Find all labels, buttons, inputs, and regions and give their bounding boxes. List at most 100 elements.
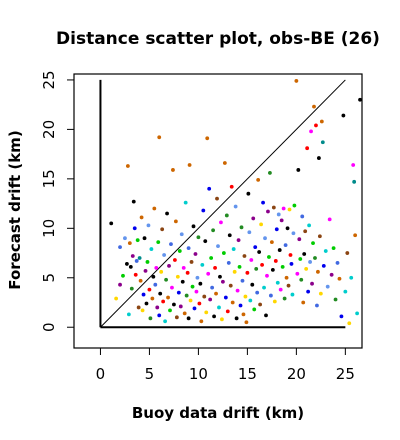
data-point	[252, 307, 257, 312]
data-point	[315, 303, 319, 308]
x-tick-label: 15	[238, 365, 257, 383]
data-point	[205, 136, 210, 141]
data-point	[267, 255, 271, 259]
data-point	[166, 295, 170, 300]
data-point	[141, 292, 146, 297]
x-tick-label: 20	[287, 365, 306, 383]
data-point	[347, 321, 352, 326]
data-point	[219, 220, 223, 225]
x-tick-label: 10	[189, 365, 208, 383]
data-point	[175, 274, 180, 279]
data-point	[131, 199, 136, 204]
data-point	[153, 282, 158, 287]
data-point	[325, 284, 330, 289]
data-point	[291, 231, 296, 236]
data-point	[224, 213, 229, 218]
data-point	[195, 275, 200, 280]
data-point	[184, 293, 189, 298]
data-point	[185, 270, 190, 275]
data-point	[181, 265, 186, 270]
data-point	[290, 292, 295, 297]
plot-frame	[73, 73, 363, 349]
data-point	[151, 274, 156, 279]
data-point	[245, 270, 250, 275]
data-point	[149, 247, 154, 251]
data-point	[132, 226, 137, 231]
data-point	[118, 282, 122, 287]
x-tick-label: 25	[336, 365, 355, 383]
y-axis: 0 5 10 15 20 25	[40, 70, 74, 332]
data-point	[160, 227, 165, 232]
data-point	[155, 305, 160, 310]
data-point	[349, 275, 354, 280]
data-point	[118, 245, 122, 250]
data-point	[203, 239, 208, 244]
data-point	[316, 156, 321, 160]
data-point	[343, 289, 348, 294]
x-tick-label: 5	[145, 365, 155, 383]
data-point	[242, 254, 247, 258]
data-point	[263, 236, 267, 241]
data-point	[147, 287, 152, 292]
data-point	[296, 168, 301, 172]
data-point	[197, 301, 202, 306]
data-point	[313, 256, 317, 260]
data-point	[319, 119, 324, 124]
data-point	[229, 184, 234, 189]
data-point	[281, 206, 286, 211]
data-point	[308, 260, 312, 264]
data-point	[307, 223, 312, 228]
data-point	[351, 163, 356, 167]
data-point	[189, 260, 194, 264]
data-point	[218, 274, 222, 279]
data-point	[154, 265, 159, 270]
data-point	[225, 309, 230, 314]
data-point	[271, 205, 276, 210]
data-point	[265, 273, 269, 278]
data-point	[335, 261, 340, 265]
data-point	[237, 264, 242, 269]
data-point	[233, 204, 238, 209]
data-point	[317, 234, 322, 239]
data-point	[124, 262, 129, 266]
data-point	[298, 257, 303, 261]
data-point	[258, 302, 263, 307]
data-point	[204, 310, 209, 315]
data-point	[212, 314, 216, 319]
data-point	[333, 297, 338, 302]
data-point	[230, 300, 235, 305]
data-point	[136, 305, 141, 310]
data-point	[109, 221, 114, 226]
data-point	[215, 196, 219, 201]
data-point	[277, 248, 282, 252]
data-point	[255, 290, 260, 295]
data-point	[191, 224, 196, 229]
data-point	[123, 236, 127, 241]
data-point	[222, 161, 227, 165]
data-point	[352, 179, 357, 184]
data-point	[143, 268, 148, 273]
data-point	[127, 241, 132, 246]
data-point	[262, 285, 266, 290]
data-point	[327, 217, 332, 222]
data-point	[201, 208, 206, 213]
data-point	[278, 287, 283, 292]
data-point	[320, 140, 325, 145]
one-to-one-line	[100, 79, 346, 328]
data-point	[210, 285, 215, 290]
data-point	[250, 282, 255, 287]
data-point	[144, 301, 149, 306]
data-point	[259, 222, 264, 227]
data-point	[268, 293, 273, 298]
data-point	[304, 266, 309, 271]
data-point	[353, 233, 358, 238]
y-tick-label: 10	[40, 219, 58, 238]
data-point	[240, 278, 245, 283]
data-point	[345, 251, 350, 255]
data-point	[232, 269, 237, 274]
y-tick-label: 20	[40, 120, 58, 139]
data-point	[329, 272, 334, 277]
data-point	[133, 272, 138, 277]
data-point	[178, 304, 183, 309]
